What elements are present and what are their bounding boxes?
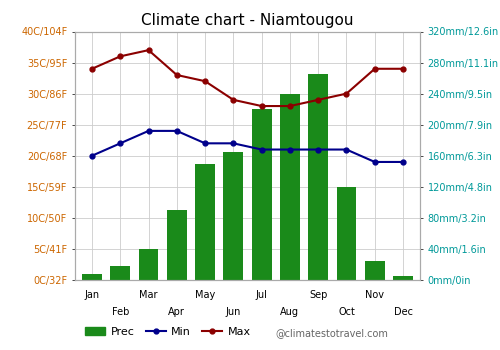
Text: Mar: Mar <box>140 290 158 300</box>
Legend: Prec, Min, Max: Prec, Min, Max <box>80 323 255 342</box>
Text: Jul: Jul <box>256 290 268 300</box>
Text: Jan: Jan <box>84 290 100 300</box>
Bar <box>280 93 300 280</box>
Text: Apr: Apr <box>168 307 185 317</box>
Text: May: May <box>195 290 215 300</box>
Bar <box>224 152 244 280</box>
Bar <box>138 249 158 280</box>
Bar <box>365 261 384 280</box>
Bar <box>195 163 215 280</box>
Bar <box>167 210 186 280</box>
Bar <box>336 187 356 280</box>
Bar <box>82 274 102 280</box>
Text: Aug: Aug <box>280 307 299 317</box>
Text: Nov: Nov <box>366 290 384 300</box>
Bar <box>110 266 130 280</box>
Text: Feb: Feb <box>112 307 129 317</box>
Text: Oct: Oct <box>338 307 355 317</box>
Bar <box>252 109 272 280</box>
Text: Jun: Jun <box>226 307 241 317</box>
Text: Sep: Sep <box>309 290 328 300</box>
Title: Climate chart - Niamtougou: Climate chart - Niamtougou <box>142 13 354 28</box>
Bar <box>308 74 328 280</box>
Text: Dec: Dec <box>394 307 412 317</box>
Bar <box>393 276 413 280</box>
Text: @climatestotravel.com: @climatestotravel.com <box>275 328 388 338</box>
